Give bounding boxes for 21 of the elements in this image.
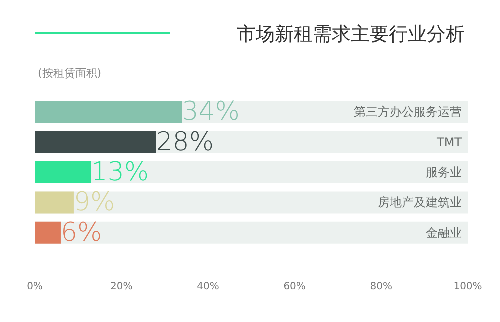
data-label: 34% <box>182 97 240 128</box>
bar <box>35 162 92 184</box>
bar <box>35 192 74 214</box>
y-tick-label: 服务业 <box>426 166 462 180</box>
bar <box>35 222 61 244</box>
data-label: 28% <box>156 127 214 158</box>
data-label: 6% <box>60 218 102 248</box>
data-label: 9% <box>74 188 116 218</box>
y-tick-label: 第三方办公服务运营 <box>354 105 462 120</box>
x-tick-label: 60% <box>284 282 306 292</box>
chart-title: 市场新租需求主要行业分析 <box>237 24 465 46</box>
chart-subtitle: (按租赁面积) <box>38 67 102 80</box>
x-tick-label: 80% <box>370 282 393 292</box>
x-tick-label: 40% <box>197 282 220 292</box>
y-tick-label: TMT <box>436 135 463 150</box>
y-tick-label: 金融业 <box>426 226 462 240</box>
x-tick-label: 20% <box>110 282 133 292</box>
data-label: 13% <box>91 158 150 188</box>
x-tick-label: 100% <box>454 282 482 292</box>
x-tick-label: 0% <box>27 282 43 292</box>
y-tick-label: 房地产及建筑业 <box>378 196 462 210</box>
